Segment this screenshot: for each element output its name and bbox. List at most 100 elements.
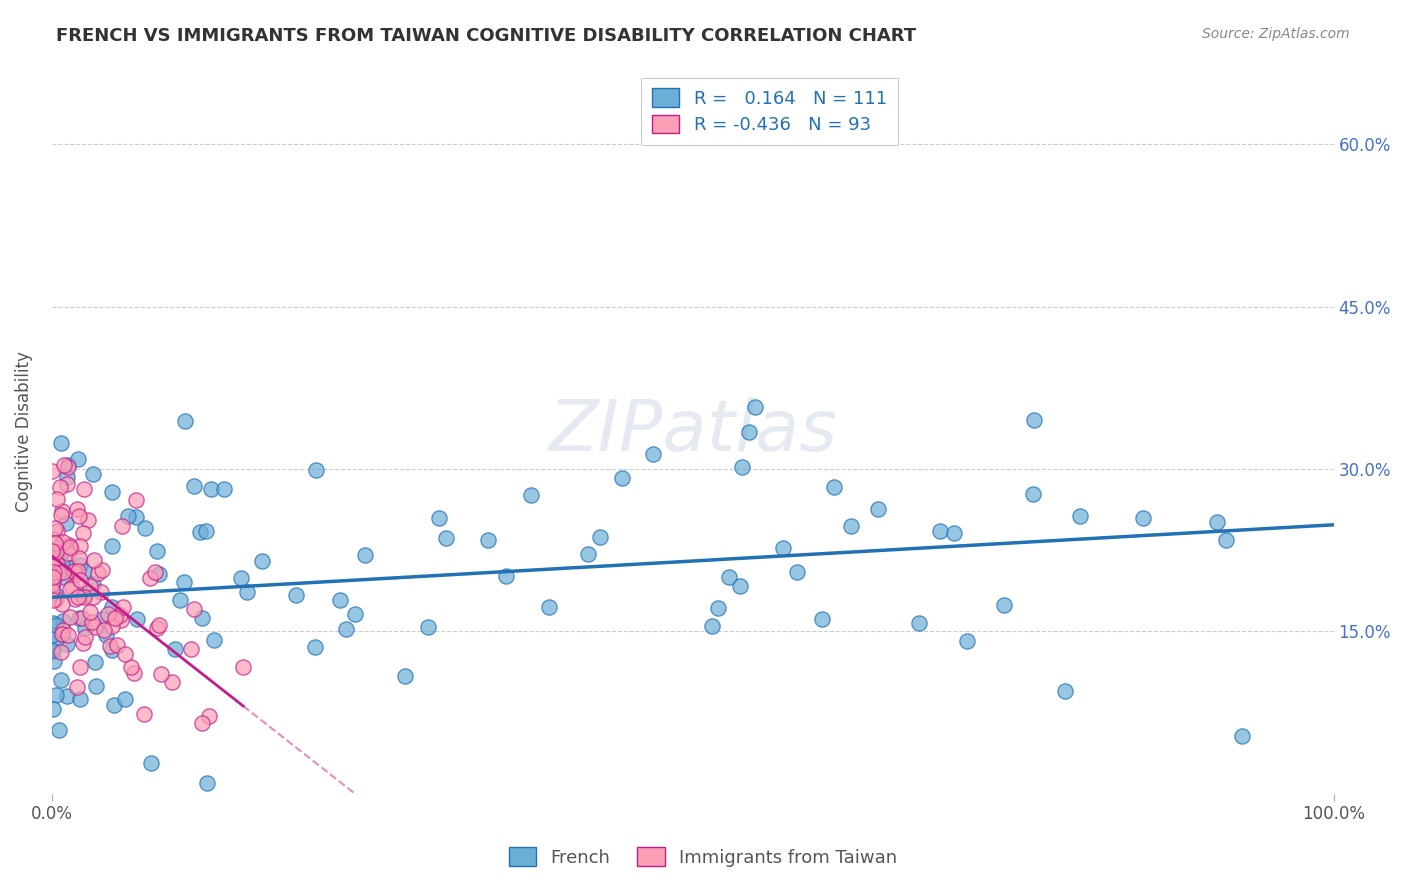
Point (48, 541, 70, 555)
Point (49, 480, 72, 494)
Point (105, 638, 128, 652)
Point (44, 566, 66, 580)
Point (97, 607, 120, 622)
Point (41, 627, 63, 641)
Point (229, 571, 252, 585)
Point (285, 587, 308, 601)
Point (49, 644, 72, 658)
Point (83, 552, 105, 566)
Point (49, 673, 72, 687)
Point (100, 599, 122, 614)
Point (942, 525, 965, 540)
Point (56, 477, 79, 491)
Point (202, 633, 225, 648)
Point (1132, 510, 1154, 524)
Point (418, 620, 440, 634)
Point (73, 591, 96, 605)
Point (160, 675, 183, 690)
Point (1022, 413, 1045, 427)
Point (329, 593, 352, 607)
Point (343, 607, 366, 621)
Point (59, 609, 82, 624)
Point (236, 585, 259, 599)
Point (49, 545, 72, 559)
Point (56, 689, 79, 703)
Point (232, 660, 254, 674)
Point (1206, 515, 1229, 529)
Point (66, 681, 89, 695)
Point (48, 723, 70, 738)
Point (200, 483, 222, 497)
Point (120, 660, 142, 674)
Point (94, 628, 117, 642)
Point (55, 637, 77, 651)
Point (69, 692, 91, 706)
Point (52, 565, 75, 579)
Point (810, 612, 832, 626)
Point (195, 524, 218, 539)
Point (67, 509, 90, 524)
Point (67, 550, 90, 565)
Y-axis label: Cognitive Disability: Cognitive Disability (15, 351, 32, 511)
Point (59, 582, 82, 597)
Point (51, 598, 73, 612)
Point (65, 502, 87, 516)
Point (63, 592, 86, 607)
Point (56, 470, 79, 484)
Point (84, 620, 107, 634)
Point (51, 556, 73, 570)
Point (52, 624, 75, 638)
Point (90, 612, 112, 626)
Point (520, 488, 543, 502)
Point (41, 569, 63, 583)
Point (146, 621, 169, 635)
Point (44, 587, 66, 601)
Point (82, 467, 104, 481)
Point (58, 538, 80, 552)
Point (42, 576, 65, 591)
Point (335, 622, 357, 636)
Point (41, 643, 63, 657)
Point (1215, 533, 1237, 548)
Point (42, 570, 65, 584)
Point (52, 535, 75, 549)
Point (72, 589, 94, 603)
Point (993, 598, 1015, 612)
Point (143, 565, 166, 579)
Point (46, 566, 69, 581)
Point (305, 463, 328, 477)
Point (1069, 508, 1091, 523)
Point (112, 599, 135, 614)
Point (183, 601, 205, 615)
Point (59, 540, 82, 554)
Point (866, 502, 889, 516)
Point (191, 610, 214, 624)
Point (111, 519, 134, 533)
Point (73, 630, 96, 644)
Point (103, 698, 125, 712)
Point (45, 492, 67, 507)
Point (100, 485, 122, 500)
Point (576, 547, 599, 561)
Point (101, 619, 124, 633)
Point (304, 640, 326, 654)
Point (69, 539, 91, 553)
Point (165, 642, 187, 657)
Text: ZIPatlas: ZIPatlas (548, 397, 837, 466)
Point (744, 400, 766, 414)
Point (56, 459, 79, 474)
Point (44, 536, 66, 550)
Point (139, 571, 162, 585)
Point (67, 611, 90, 625)
Point (101, 539, 124, 553)
Point (728, 579, 751, 593)
Text: FRENCH VS IMMIGRANTS FROM TAIWAN COGNITIVE DISABILITY CORRELATION CHART: FRENCH VS IMMIGRANTS FROM TAIWAN COGNITI… (56, 27, 917, 45)
Point (148, 618, 170, 632)
Point (70, 611, 93, 625)
Point (589, 530, 612, 544)
Point (148, 566, 170, 581)
Point (132, 706, 155, 721)
Point (49, 627, 72, 641)
Point (45, 688, 67, 702)
Point (169, 593, 191, 607)
